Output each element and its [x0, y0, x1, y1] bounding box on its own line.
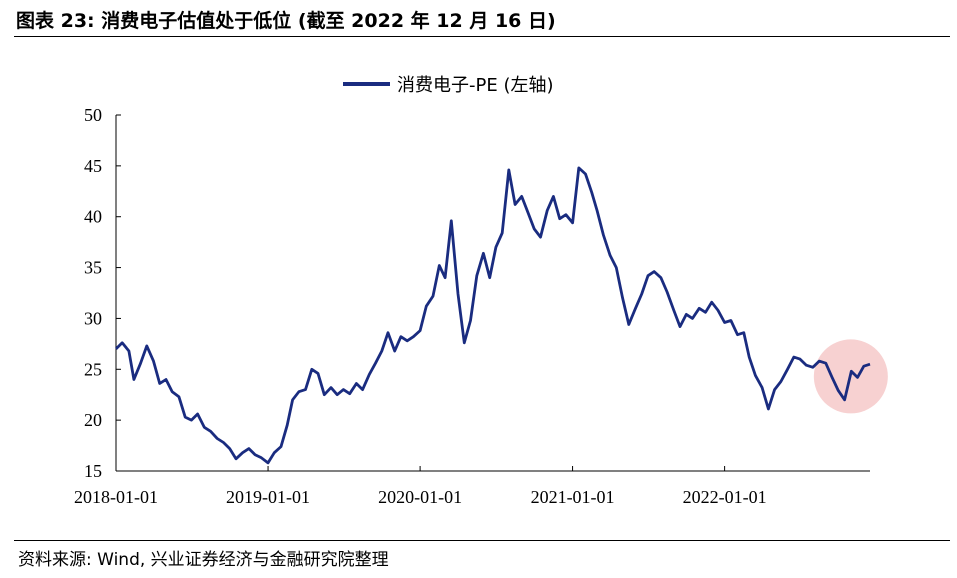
x-tick-label: 2021-01-01: [531, 487, 615, 507]
x-tick-label: 2020-01-01: [378, 487, 462, 507]
y-tick-label: 20: [84, 410, 102, 430]
y-tick-label: 30: [84, 308, 102, 328]
legend: 消费电子-PE (左轴): [343, 75, 554, 96]
y-tick-label: 25: [84, 359, 102, 379]
pe-line-chart: 15 20 25 30 35 40 45 50 2018-01-01 2019-01-01 2020…: [74, 75, 888, 507]
x-tick-label: 2022-01-01: [683, 487, 767, 507]
y-tick-label: 45: [84, 156, 102, 176]
y-tick-label: 35: [84, 258, 102, 278]
top-rule: [14, 36, 950, 37]
figure-title: 图表 23: 消费电子估值处于低位 (截至 2022 年 12 月 16 日): [16, 10, 556, 32]
series-layer: [115, 166, 871, 465]
bottom-rule: [14, 540, 950, 541]
series-line-pe: [115, 166, 871, 465]
axes-layer: 15 20 25 30 35 40 45 50 2018-01-01 2019-01-01 2020…: [74, 105, 870, 507]
y-tick-label: 15: [84, 461, 102, 481]
y-tick-label: 40: [84, 207, 102, 227]
source-note: 资料来源: Wind, 兴业证券经济与金融研究院整理: [18, 550, 389, 570]
x-tick-label: 2018-01-01: [74, 487, 158, 507]
x-tick-label: 2019-01-01: [226, 487, 310, 507]
legend-label: 消费电子-PE (左轴): [397, 75, 554, 96]
y-tick-label: 50: [84, 105, 102, 125]
